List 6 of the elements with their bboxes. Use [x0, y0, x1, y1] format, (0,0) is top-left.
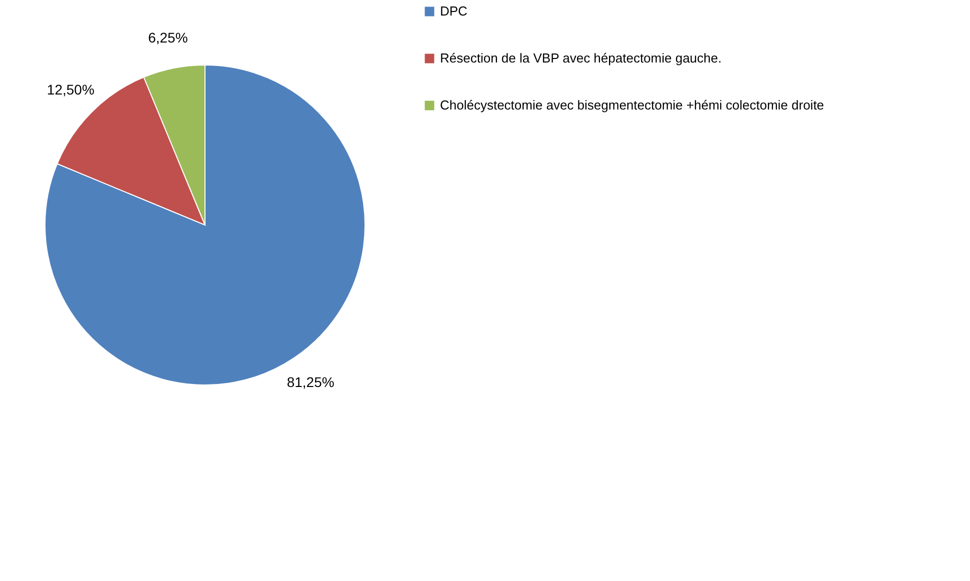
legend-label: DPC: [440, 4, 468, 18]
legend-label: Résection de la VBP avec hépatectomie gauche.: [440, 50, 722, 66]
data-label: 12,50%: [46, 82, 94, 98]
data-label: 81,25%: [286, 374, 334, 390]
data-label: 6,25%: [148, 30, 188, 46]
legend-label: Cholécystectomie avec bisegmentectomie +hémi colectomie droite: [440, 98, 824, 112]
